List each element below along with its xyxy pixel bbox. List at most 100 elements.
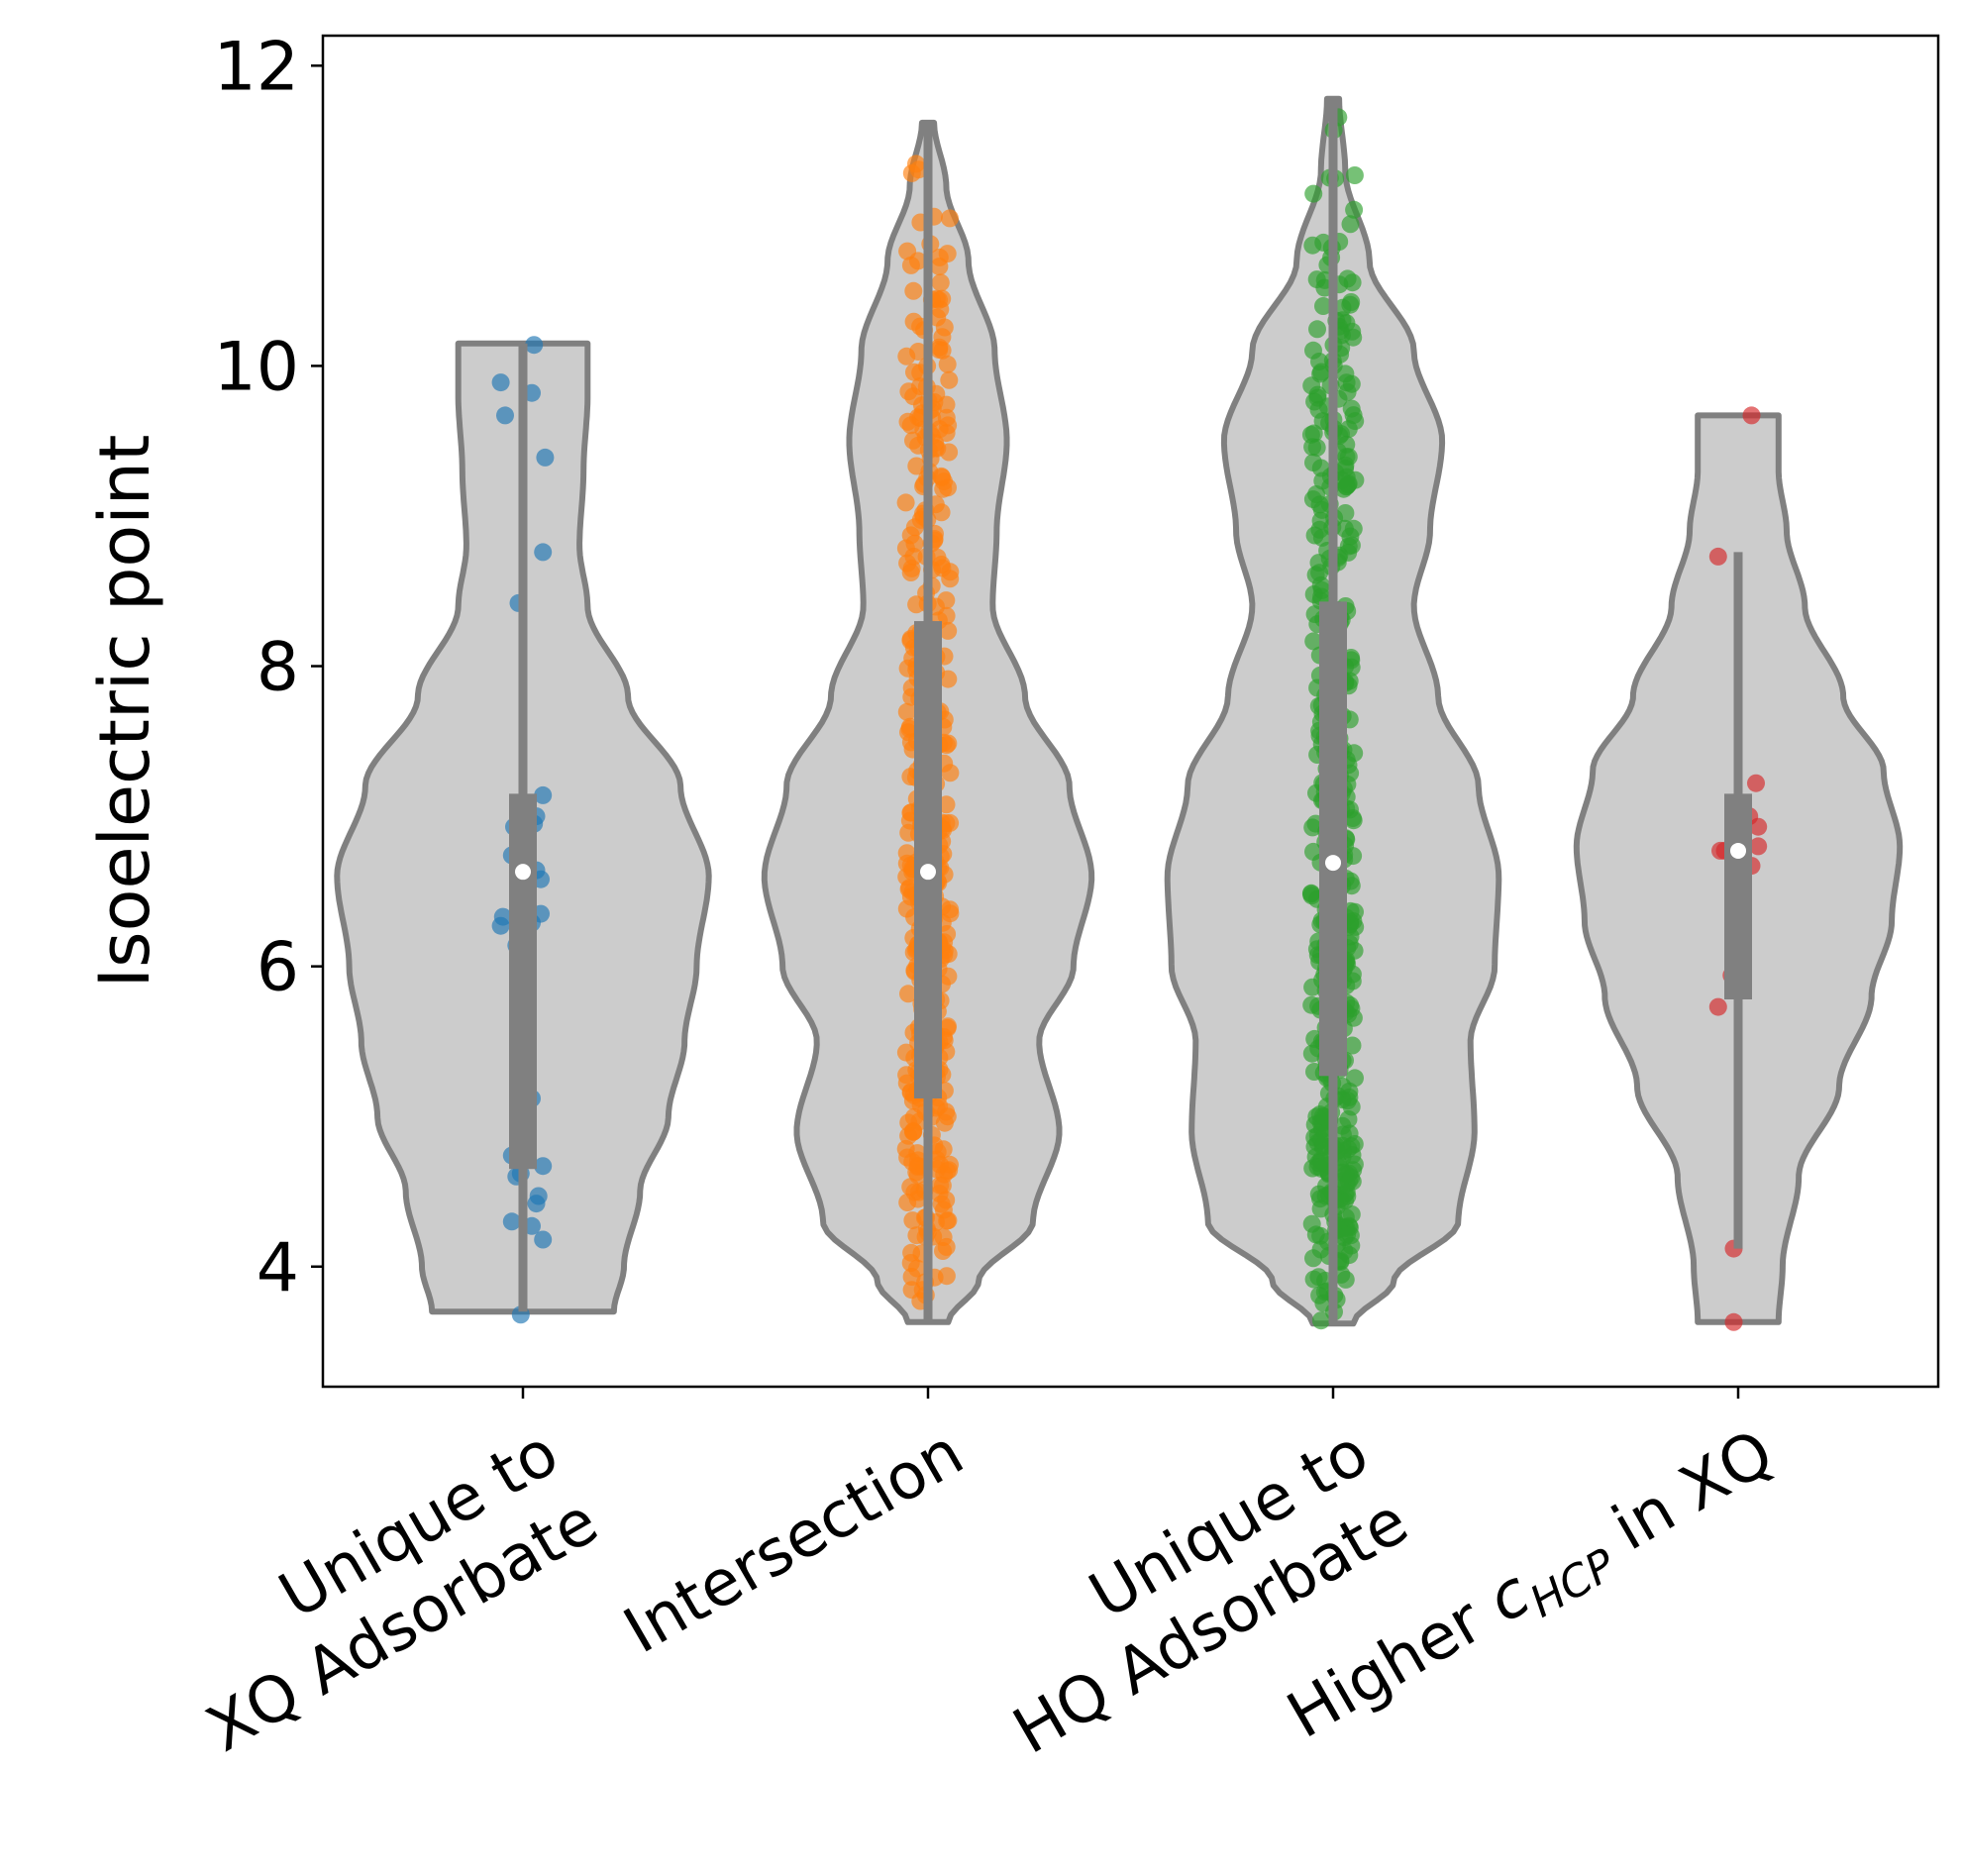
data-point bbox=[909, 408, 928, 427]
y-axis: 4 6 8 10 12 bbox=[213, 28, 323, 1307]
data-point bbox=[941, 900, 960, 919]
data-point bbox=[1342, 399, 1361, 418]
y-tick-label: 8 bbox=[257, 629, 299, 707]
data-point bbox=[1345, 1155, 1364, 1174]
data-point bbox=[904, 387, 923, 406]
data-point bbox=[1309, 1185, 1328, 1203]
iqr-box bbox=[1724, 793, 1752, 999]
x-tick-label: Unique toXQ Adsorbate bbox=[155, 1416, 610, 1767]
data-point bbox=[1308, 1158, 1327, 1177]
data-point bbox=[1340, 1082, 1359, 1100]
data-point bbox=[907, 457, 926, 475]
data-point bbox=[1341, 295, 1360, 314]
data-point bbox=[1747, 774, 1765, 792]
data-point bbox=[1339, 448, 1358, 467]
data-point bbox=[937, 591, 956, 610]
data-point bbox=[534, 543, 553, 562]
data-point bbox=[932, 556, 951, 573]
data-point bbox=[1304, 184, 1323, 203]
data-point bbox=[1342, 1205, 1361, 1223]
y-tick-label: 10 bbox=[213, 328, 299, 406]
data-point bbox=[534, 785, 553, 804]
data-point bbox=[899, 985, 917, 1003]
iqr-box bbox=[1319, 601, 1347, 1077]
data-point bbox=[899, 1113, 918, 1132]
x-tick-label: Intersection bbox=[612, 1416, 976, 1668]
data-point bbox=[1313, 1107, 1332, 1125]
data-point bbox=[939, 416, 958, 435]
data-point bbox=[939, 670, 958, 688]
data-point bbox=[1345, 200, 1364, 219]
y-tick-label: 4 bbox=[257, 1229, 299, 1307]
data-point bbox=[1344, 847, 1363, 866]
data-point bbox=[901, 256, 920, 274]
data-point bbox=[896, 539, 915, 558]
data-point bbox=[939, 1211, 958, 1230]
data-point bbox=[902, 163, 921, 182]
data-point bbox=[1341, 527, 1360, 546]
data-point bbox=[493, 907, 512, 926]
data-point bbox=[897, 702, 916, 721]
data-point bbox=[908, 1157, 927, 1176]
data-point bbox=[1304, 1249, 1322, 1268]
data-point bbox=[536, 448, 555, 467]
data-point bbox=[1302, 886, 1321, 905]
data-point bbox=[1342, 877, 1361, 895]
data-point bbox=[1308, 1126, 1327, 1145]
data-point bbox=[1339, 1110, 1358, 1128]
plot-frame bbox=[321, 34, 1940, 1389]
data-point bbox=[941, 764, 960, 782]
data-point bbox=[937, 1237, 956, 1256]
violin-layer bbox=[334, 95, 1904, 1327]
data-point bbox=[1314, 297, 1332, 315]
data-point bbox=[1304, 585, 1323, 603]
data-point bbox=[933, 341, 952, 360]
data-point bbox=[1302, 1044, 1321, 1063]
data-point bbox=[1343, 1036, 1362, 1055]
data-point bbox=[909, 343, 928, 361]
data-point bbox=[938, 355, 957, 373]
data-point bbox=[1345, 166, 1364, 184]
data-point bbox=[939, 621, 958, 640]
data-point bbox=[902, 559, 921, 577]
data-point bbox=[930, 258, 949, 276]
data-point bbox=[1342, 658, 1361, 677]
data-point bbox=[1302, 1214, 1321, 1233]
data-point bbox=[1308, 320, 1326, 339]
data-point bbox=[901, 1254, 920, 1272]
data-point bbox=[1724, 1312, 1743, 1331]
data-point bbox=[941, 209, 959, 228]
data-point bbox=[1311, 459, 1330, 477]
data-point bbox=[1708, 997, 1727, 1016]
data-point bbox=[1311, 1311, 1330, 1330]
data-point bbox=[938, 1107, 957, 1126]
data-point bbox=[932, 1195, 951, 1213]
data-point bbox=[909, 436, 928, 455]
x-axis: Unique toXQ Adsorbate Intersection Unique … bbox=[155, 1387, 1786, 1769]
data-point bbox=[525, 336, 544, 355]
data-point bbox=[496, 406, 514, 425]
data-point bbox=[1308, 388, 1327, 407]
data-point bbox=[1749, 837, 1768, 856]
data-point bbox=[502, 1212, 521, 1231]
data-point bbox=[1344, 811, 1363, 830]
data-point bbox=[1343, 972, 1362, 990]
median-marker bbox=[920, 864, 936, 881]
points-layer bbox=[491, 108, 1768, 1331]
data-point bbox=[931, 273, 950, 292]
data-point bbox=[940, 370, 959, 389]
data-point bbox=[1338, 269, 1357, 288]
data-point bbox=[898, 242, 917, 261]
median-marker bbox=[515, 864, 531, 881]
data-point bbox=[1338, 1225, 1357, 1244]
data-point bbox=[896, 493, 915, 512]
data-point bbox=[1336, 1270, 1355, 1289]
data-point bbox=[899, 1126, 918, 1145]
data-point bbox=[1304, 632, 1323, 651]
data-point bbox=[898, 659, 917, 677]
data-point bbox=[1307, 270, 1326, 289]
data-point bbox=[1708, 547, 1727, 566]
median-marker bbox=[1730, 842, 1746, 859]
y-tick-label: 12 bbox=[213, 28, 299, 106]
